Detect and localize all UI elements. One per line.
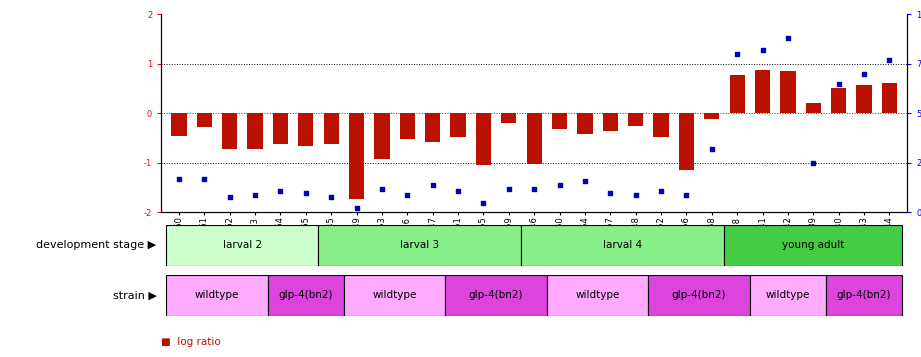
Point <box>705 146 719 152</box>
Bar <box>857 85 871 113</box>
Point <box>501 186 516 191</box>
Point <box>729 51 744 57</box>
Bar <box>501 113 517 123</box>
Bar <box>826 275 902 316</box>
Point <box>679 192 694 197</box>
Bar <box>729 75 745 113</box>
Text: glp-4(bn2): glp-4(bn2) <box>469 290 523 301</box>
Bar <box>450 113 466 137</box>
Point <box>628 192 643 197</box>
Bar <box>167 275 268 316</box>
Bar <box>344 275 446 316</box>
Bar <box>755 70 770 113</box>
Point <box>755 47 770 53</box>
Point <box>400 192 414 197</box>
Bar <box>323 113 339 144</box>
Point <box>426 182 440 187</box>
Bar <box>319 225 521 266</box>
Point <box>222 194 237 200</box>
Bar <box>476 113 491 165</box>
Point <box>553 182 567 187</box>
Point <box>577 178 592 183</box>
Point <box>476 200 491 205</box>
Point <box>857 71 871 77</box>
Point <box>171 176 186 182</box>
Text: glp-4(bn2): glp-4(bn2) <box>278 290 333 301</box>
Bar <box>547 275 648 316</box>
Point <box>832 81 846 86</box>
Text: wildtype: wildtype <box>372 290 417 301</box>
Bar <box>750 275 826 316</box>
Point <box>806 160 821 166</box>
Bar <box>349 113 364 198</box>
Text: larval 3: larval 3 <box>401 240 439 251</box>
Point <box>450 188 465 193</box>
Bar <box>446 275 547 316</box>
Bar <box>527 113 542 164</box>
Text: wildtype: wildtype <box>195 290 239 301</box>
Bar <box>602 113 618 131</box>
Bar <box>273 113 288 144</box>
Bar <box>881 82 897 113</box>
Point <box>654 188 669 193</box>
Bar <box>705 113 719 119</box>
Point <box>273 188 287 193</box>
Text: wildtype: wildtype <box>576 290 620 301</box>
Point <box>324 194 339 200</box>
Bar <box>167 225 319 266</box>
Point <box>248 192 262 197</box>
Point <box>882 57 897 63</box>
Bar <box>780 71 796 113</box>
Text: development stage ▶: development stage ▶ <box>37 240 157 251</box>
Bar <box>653 113 669 137</box>
Bar <box>197 113 212 127</box>
Text: glp-4(bn2): glp-4(bn2) <box>671 290 727 301</box>
Bar <box>725 225 902 266</box>
Text: wildtype: wildtype <box>765 290 810 301</box>
Bar <box>577 113 592 134</box>
Point <box>527 186 542 191</box>
Bar <box>171 113 187 136</box>
Point <box>197 176 212 182</box>
Bar <box>648 275 750 316</box>
Bar <box>222 113 238 149</box>
Text: strain ▶: strain ▶ <box>112 290 157 301</box>
Bar <box>521 225 725 266</box>
Text: glp-4(bn2): glp-4(bn2) <box>837 290 892 301</box>
Text: larval 4: larval 4 <box>603 240 643 251</box>
Bar <box>426 113 440 142</box>
Text: young adult: young adult <box>782 240 845 251</box>
Bar <box>298 113 313 146</box>
Bar <box>552 113 567 129</box>
Point <box>298 190 313 196</box>
Bar <box>248 113 262 149</box>
Bar <box>268 275 344 316</box>
Bar <box>831 87 846 113</box>
Point <box>603 190 618 196</box>
Bar <box>628 113 643 126</box>
Point <box>349 206 364 211</box>
Text: ■  log ratio: ■ log ratio <box>161 337 221 347</box>
Point <box>781 35 796 41</box>
Bar <box>374 113 390 159</box>
Text: larval 2: larval 2 <box>223 240 262 251</box>
Bar <box>400 113 415 139</box>
Bar <box>679 113 694 170</box>
Point <box>375 186 390 191</box>
Bar <box>806 104 821 113</box>
